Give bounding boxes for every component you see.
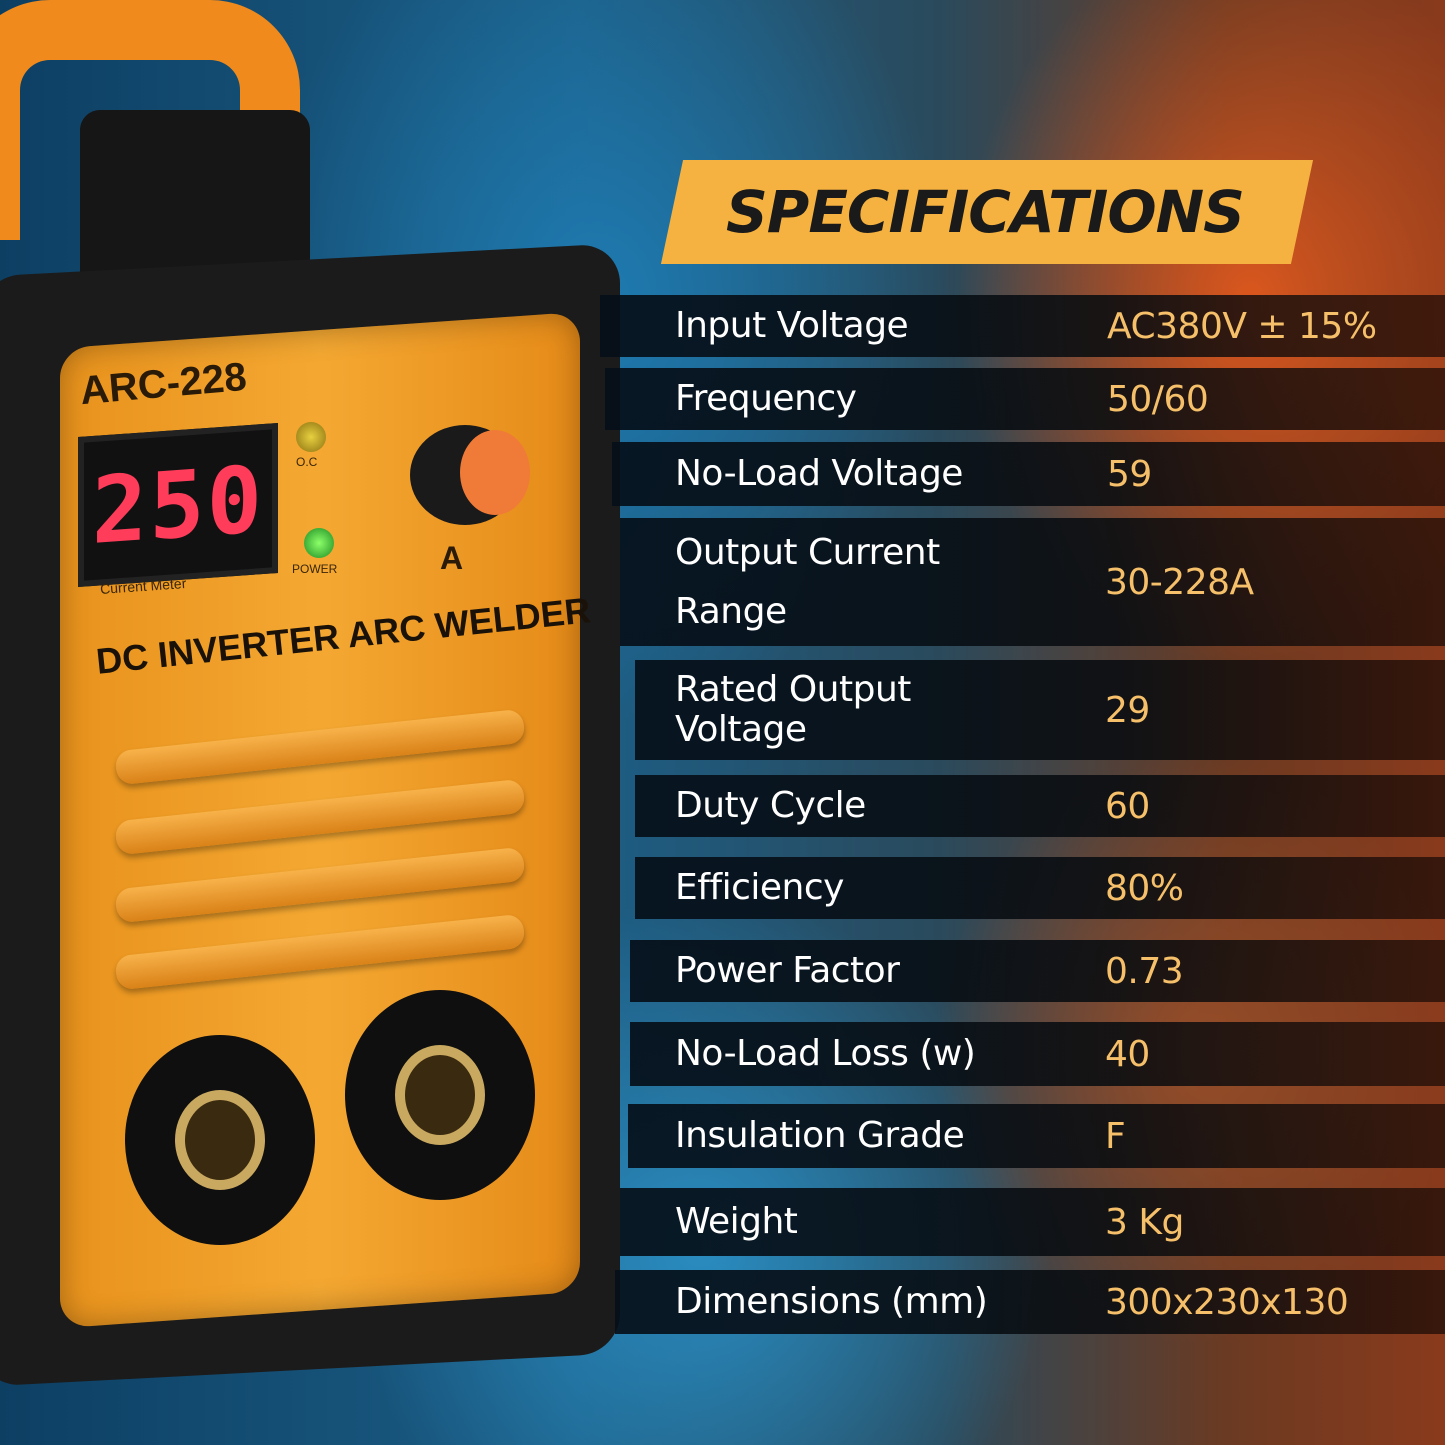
spec-label: Power Factor — [675, 950, 900, 992]
positive-socket-icon — [125, 1035, 315, 1245]
knob-unit: A — [440, 540, 464, 576]
spec-value: F — [1105, 1115, 1126, 1157]
power-label: POWER — [292, 562, 338, 576]
welder-product-image: ARC-228 250 Current Meter O.C POWER A DC… — [0, 0, 640, 1445]
spec-label: Efficiency — [675, 867, 844, 909]
spec-row: Output Current Range 30-228A — [620, 518, 1445, 646]
spec-row: No-Load Loss (w) 40 — [630, 1022, 1445, 1086]
current-display: 250 — [78, 423, 278, 587]
spec-value: 50/60 — [1107, 378, 1209, 420]
spec-value: 59 — [1107, 453, 1152, 495]
spec-label: Output Current Range — [675, 531, 940, 632]
spec-label: Input Voltage — [675, 305, 909, 347]
spec-row: Frequency 50/60 — [605, 368, 1445, 430]
spec-row: Input Voltage AC380V ± 15% — [600, 295, 1445, 357]
spec-row: Efficiency 80% — [635, 857, 1445, 919]
spec-row: Dimensions (mm) 300x230x130 — [615, 1270, 1445, 1334]
spec-label: Weight — [675, 1201, 798, 1243]
spec-value: 60 — [1105, 785, 1150, 827]
spec-value: 30-228A — [1105, 561, 1254, 603]
oc-label: O.C — [296, 455, 318, 469]
spec-label: No-Load Loss (w) — [675, 1033, 976, 1075]
current-knob — [410, 425, 530, 525]
spec-value: 300x230x130 — [1105, 1281, 1349, 1323]
spec-row: Insulation Grade F — [628, 1104, 1445, 1168]
spec-value: 3 Kg — [1105, 1201, 1184, 1243]
spec-value: 0.73 — [1105, 950, 1184, 992]
spec-row: Weight 3 Kg — [620, 1188, 1445, 1256]
page-title: SPECIFICATIONS — [726, 178, 1245, 246]
spec-label: Insulation Grade — [675, 1115, 965, 1157]
spec-value: 80% — [1105, 867, 1184, 909]
spec-row: No-Load Voltage 59 — [612, 442, 1445, 506]
spec-label: Rated Output Voltage — [675, 669, 911, 750]
oc-led-icon — [296, 422, 326, 452]
spec-value: AC380V ± 15% — [1107, 305, 1377, 347]
display-reading: 250 — [91, 445, 265, 565]
spec-row: Duty Cycle 60 — [635, 775, 1445, 837]
negative-socket-icon — [345, 990, 535, 1200]
spec-value: 29 — [1105, 689, 1150, 731]
spec-label: Duty Cycle — [675, 785, 866, 827]
spec-value: 40 — [1105, 1033, 1150, 1075]
spec-label: Frequency — [675, 378, 857, 420]
power-led-icon — [304, 528, 334, 558]
spec-label: Dimensions (mm) — [675, 1281, 988, 1323]
spec-row: Rated Output Voltage 29 — [635, 660, 1445, 760]
spec-label: No-Load Voltage — [675, 453, 963, 495]
spec-row: Power Factor 0.73 — [630, 940, 1445, 1002]
